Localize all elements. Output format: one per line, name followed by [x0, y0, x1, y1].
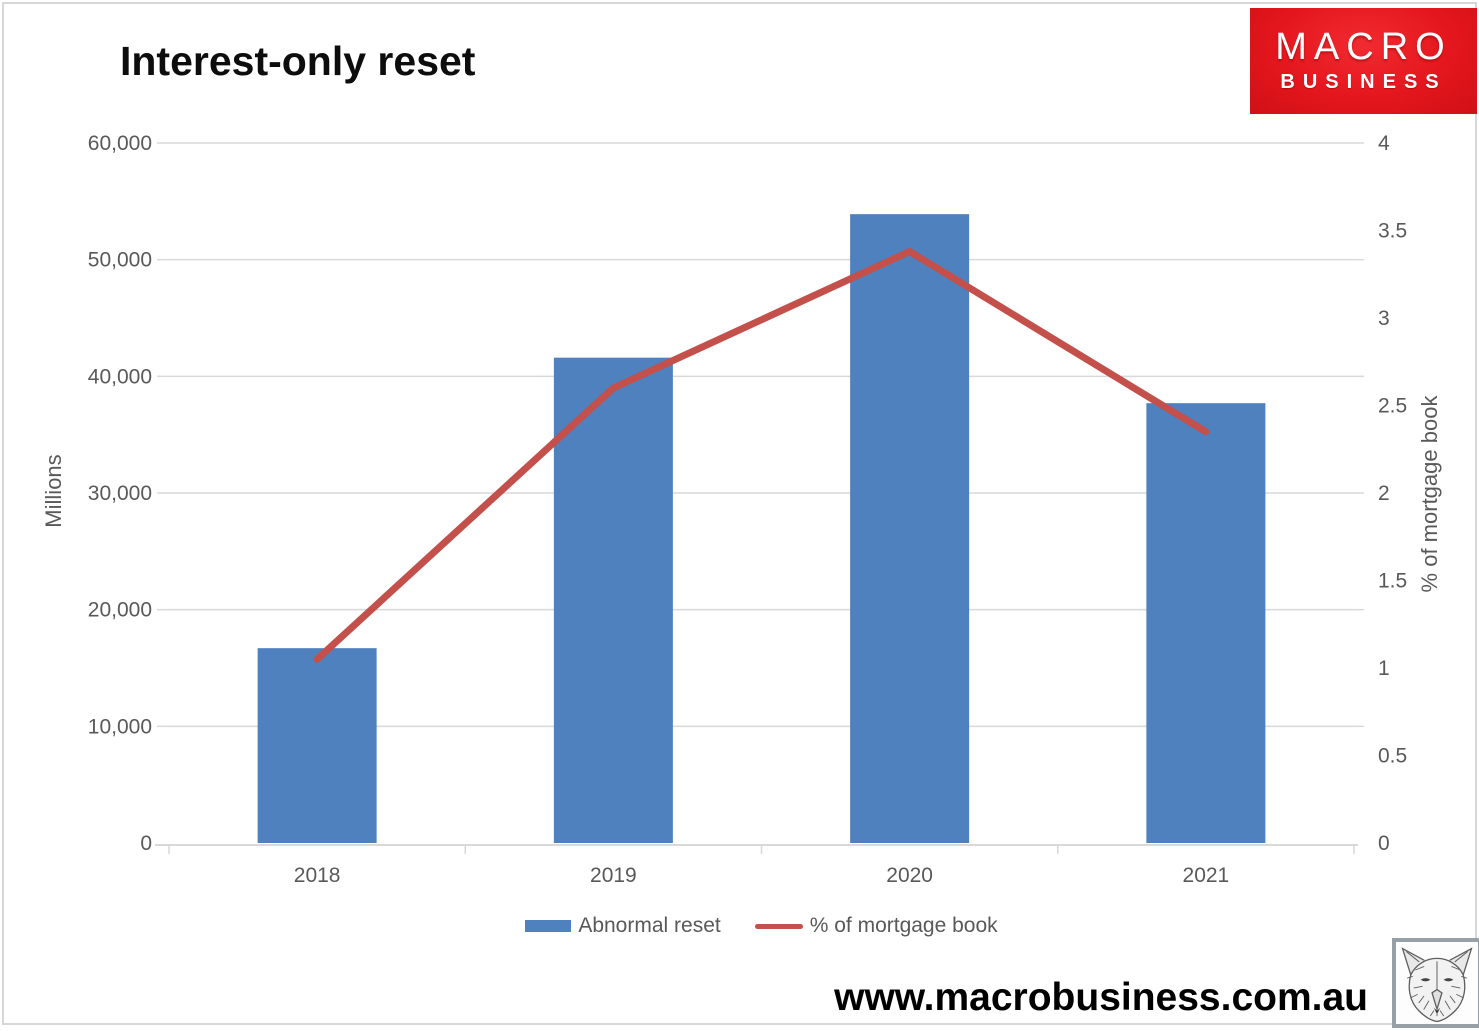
- legend-item-pct-mortgage-book: % of mortgage book: [754, 914, 998, 938]
- legend-bar-swatch-icon: [525, 920, 572, 932]
- y-axis-tick-label: 30,000: [88, 482, 152, 505]
- y2-axis-tick-label: 3.5: [1378, 220, 1407, 243]
- pct-of-mortgage-book-line: [313, 248, 1210, 663]
- site-url: www.macrobusiness.com.au: [834, 976, 1368, 1019]
- logo-word-macro: MACRO: [1275, 26, 1452, 69]
- y-axis-tick-label: 20,000: [88, 599, 152, 622]
- y-axis-tick-label: 0: [140, 832, 152, 855]
- legend-line-swatch-icon: [754, 923, 803, 929]
- y2-axis-tick-label: 2: [1378, 482, 1390, 505]
- y-axis-tick-label: 10,000: [88, 715, 152, 738]
- y2-axis-tick-label: 0: [1378, 832, 1390, 855]
- y2-axis-tick-label: 1.5: [1378, 570, 1407, 593]
- legend-label-pct-mortgage-book: % of mortgage book: [809, 914, 998, 937]
- y2-axis-tick-label: 4: [1378, 132, 1390, 155]
- y2-axis-tick-label: 1: [1378, 657, 1390, 680]
- combo-chart: 0 10,000 20,000 30,000 40,000 50,000 60,000 0 0.…: [41, 132, 1442, 887]
- bar-2021: [1146, 403, 1266, 843]
- x-axis-label-2018: 2018: [294, 864, 341, 887]
- left-axis-title: Millions: [41, 454, 66, 527]
- y-axis-tick-label: 40,000: [88, 365, 152, 388]
- chart-legend: Abnormal reset % of mortgage book: [169, 907, 1354, 945]
- logo-word-business: BUSINESS: [1280, 70, 1447, 93]
- bar-2018: [257, 648, 377, 843]
- macrobusiness-logo: MACRO BUSINESS: [1250, 8, 1477, 114]
- y2-axis-tick-label: 0.5: [1378, 745, 1407, 768]
- legend-item-abnormal-reset: Abnormal reset: [525, 914, 721, 938]
- chart-title: Interest-only reset: [120, 38, 476, 84]
- y2-axis-tick-label: 2.5: [1378, 395, 1407, 418]
- legend-label-abnormal-reset: Abnormal reset: [578, 914, 721, 937]
- y2-axis-tick-label: 3: [1378, 307, 1390, 330]
- wolf-sketch-icon: [1401, 947, 1473, 1023]
- y-axis-tick-label: 60,000: [88, 132, 152, 155]
- bar-2020: [850, 214, 970, 843]
- bar-2019: [553, 357, 673, 843]
- y-axis-tick-label: 50,000: [88, 249, 152, 272]
- x-axis-label-2019: 2019: [590, 864, 637, 887]
- x-axis-label-2021: 2021: [1183, 864, 1230, 887]
- wolf-logo: [1392, 938, 1479, 1028]
- x-axis-label-2020: 2020: [886, 864, 933, 887]
- right-axis-title: % of mortgage book: [1417, 395, 1442, 593]
